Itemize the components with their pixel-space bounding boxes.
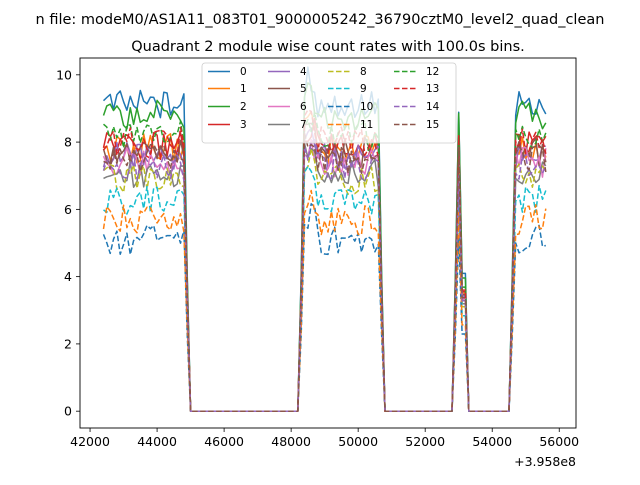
x-tick-label: 44000: [137, 434, 177, 449]
y-tick-label: 10: [56, 67, 72, 82]
x-tick-label: 50000: [338, 434, 378, 449]
series-line-15: [103, 132, 547, 412]
legend-label-15: 15: [426, 119, 439, 131]
y-tick-label: 8: [64, 135, 72, 150]
legend-label-5: 5: [300, 83, 307, 95]
legend-box: [201, 62, 457, 144]
legend-label-14: 14: [426, 101, 440, 113]
legend-label-3: 3: [240, 119, 247, 131]
x-tick-label: 56000: [539, 434, 579, 449]
legend-label-10: 10: [360, 101, 373, 113]
x-tick-label: 52000: [405, 434, 445, 449]
legend-label-13: 13: [426, 83, 439, 95]
chart-title: Quadrant 2 module wise count rates with …: [131, 39, 525, 55]
y-tick-label: 4: [64, 269, 72, 284]
legend-label-0: 0: [240, 66, 247, 78]
figure-suptitle: n file: modeM0/AS1A11_083T01_9000005242_…: [36, 12, 605, 28]
x-axis-offset-label: +3.958e8: [514, 454, 576, 469]
legend-label-8: 8: [360, 66, 367, 78]
x-tick-label: 48000: [271, 434, 311, 449]
x-tick-label: 46000: [204, 434, 244, 449]
legend-label-12: 12: [426, 66, 439, 78]
legend-label-2: 2: [240, 101, 247, 113]
legend-label-7: 7: [300, 119, 307, 131]
legend-label-6: 6: [300, 101, 307, 113]
y-axis: 0 2 4 6 8 10: [56, 67, 80, 419]
y-tick-label: 2: [64, 336, 72, 351]
x-axis: 42000 44000 46000 48000 50000 52000 54000 56000: [70, 428, 579, 449]
legend-label-4: 4: [300, 66, 307, 78]
legend-label-11: 11: [360, 119, 373, 131]
y-tick-label: 0: [64, 404, 72, 419]
series-line-14: [102, 138, 547, 412]
x-tick-label: 54000: [472, 434, 512, 449]
legend-label-1: 1: [240, 83, 247, 95]
axes-frame: [79, 57, 577, 429]
series-line-8: [103, 147, 547, 412]
y-tick-label: 6: [64, 202, 72, 217]
legend-label-9: 9: [360, 83, 367, 95]
x-tick-label: 42000: [70, 434, 110, 449]
